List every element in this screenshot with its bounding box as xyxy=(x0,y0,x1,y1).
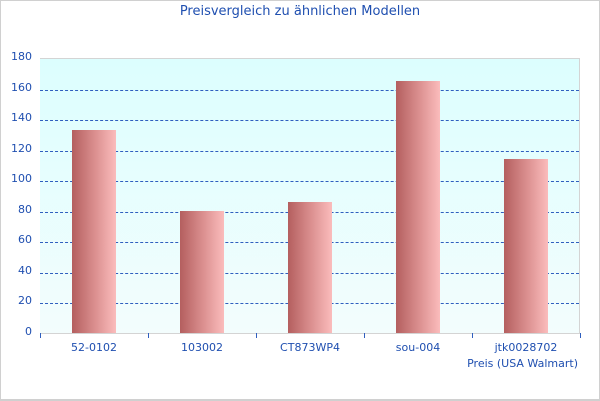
x-tick-label: 103002 xyxy=(181,341,223,354)
x-tick-label: 52-0102 xyxy=(71,341,117,354)
x-tick xyxy=(148,333,149,338)
gridline xyxy=(40,120,579,122)
x-tick-label: CT873WP4 xyxy=(280,341,340,354)
y-tick-label: 100 xyxy=(11,172,32,186)
y-tick-label: 80 xyxy=(18,202,32,216)
y-tick-label: 180 xyxy=(11,50,32,63)
gridline xyxy=(40,181,579,183)
x-tick xyxy=(364,333,365,338)
x-tick xyxy=(580,333,581,338)
bar[interactable] xyxy=(504,158,548,333)
x-tick xyxy=(472,333,473,338)
x-tick-label: jtk0028702 xyxy=(494,341,558,354)
x-tick xyxy=(256,333,257,338)
bar[interactable] xyxy=(396,80,440,333)
x-tick xyxy=(40,333,41,338)
bar[interactable] xyxy=(288,201,332,333)
y-tick-label: 0 xyxy=(25,325,32,338)
x-axis-line xyxy=(40,333,580,334)
y-tick-label: 140 xyxy=(11,111,32,125)
y-tick-label: 20 xyxy=(18,294,32,308)
gridline xyxy=(40,150,579,152)
bar[interactable] xyxy=(180,210,224,333)
y-tick-label: 160 xyxy=(11,80,32,94)
y-tick-label: 40 xyxy=(18,263,32,277)
chart-title: Preisvergleich zu ähnlichen Modellen xyxy=(179,4,421,19)
gridline xyxy=(40,89,579,91)
y-tick-label: 60 xyxy=(18,233,32,247)
series-label: Preis (USA Walmart) xyxy=(467,357,578,370)
bar[interactable] xyxy=(72,129,116,333)
x-tick-label: sou-004 xyxy=(395,341,441,354)
y-tick-label: 120 xyxy=(11,141,32,155)
